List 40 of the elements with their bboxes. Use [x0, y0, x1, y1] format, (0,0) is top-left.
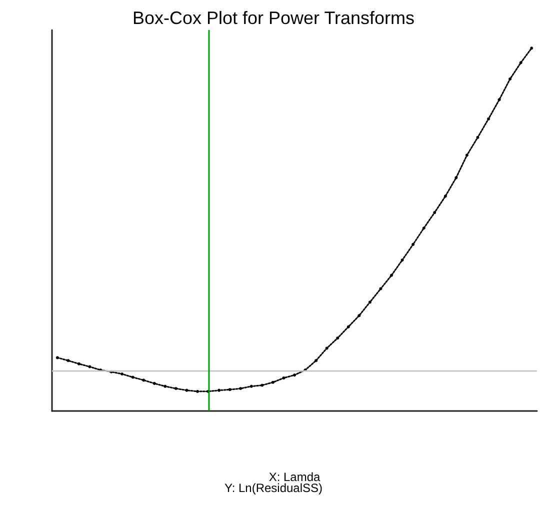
point — [293, 374, 296, 377]
point — [444, 194, 447, 198]
point — [282, 376, 286, 380]
point — [346, 325, 350, 328]
point — [358, 314, 361, 318]
point — [465, 154, 468, 157]
x-axis-title: X: Lamda — [268, 470, 320, 484]
point — [379, 287, 382, 290]
point — [422, 226, 426, 230]
point — [314, 359, 318, 362]
point — [368, 300, 372, 304]
chart-title: Box-Cox Plot for Power Transforms — [132, 8, 415, 28]
point — [66, 359, 70, 362]
point — [88, 365, 92, 368]
point — [164, 384, 167, 388]
point — [390, 274, 393, 277]
point — [530, 46, 534, 50]
point — [519, 61, 522, 64]
point — [142, 378, 146, 382]
point — [498, 98, 501, 102]
point — [271, 380, 274, 384]
point — [476, 136, 480, 139]
point — [77, 362, 80, 366]
point — [131, 376, 134, 379]
point — [152, 382, 156, 385]
point — [250, 384, 253, 388]
point — [336, 336, 340, 340]
point — [56, 356, 59, 360]
point — [185, 388, 188, 392]
point — [400, 258, 404, 262]
point — [433, 211, 436, 214]
point — [228, 388, 232, 392]
point — [120, 372, 124, 376]
point — [454, 176, 458, 180]
point — [487, 117, 490, 120]
point — [325, 346, 328, 350]
point — [412, 242, 415, 246]
text: Y: Ln(ResidualSS) — [224, 481, 323, 495]
point — [218, 388, 221, 392]
point — [196, 390, 199, 393]
